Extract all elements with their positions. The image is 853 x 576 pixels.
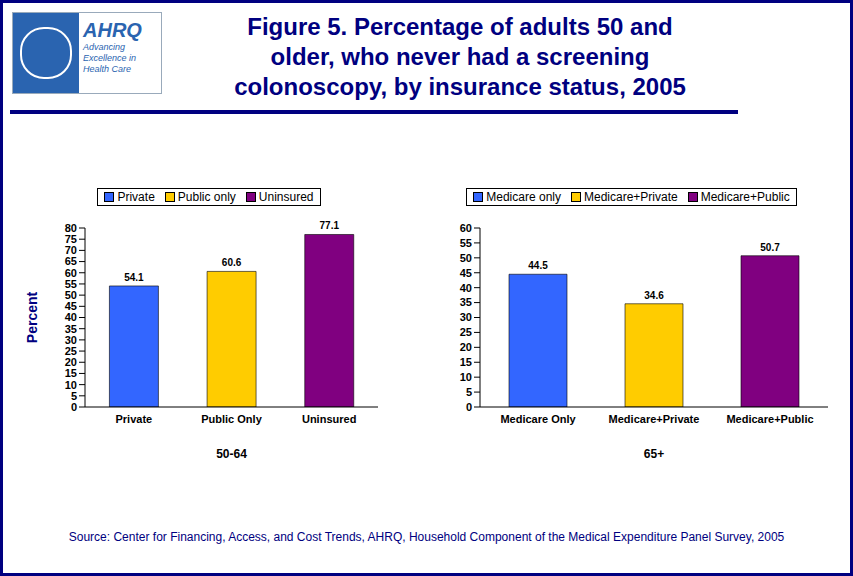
svg-text:20: 20 [460,341,472,353]
html-text:Medicare+Public: Medicare+Public [700,190,790,204]
svg-text:60.6: 60.6 [222,257,242,268]
svg-text:60: 60 [460,222,472,234]
svg-text:34.6: 34.6 [644,290,664,301]
svg-text:5: 5 [466,386,472,398]
html-text:AHRQ: AHRQ [83,19,142,41]
svg-text:Medicare+Public: Medicare+Public [726,413,813,425]
svg-text:0: 0 [71,401,77,413]
svg-text:44.5: 44.5 [528,260,548,271]
svg-text:50.7: 50.7 [760,242,780,253]
svg-text:54.1: 54.1 [124,272,144,283]
svg-text:0: 0 [466,401,472,413]
svg-text:45: 45 [65,300,77,312]
html-text:Figure 5. Percentage of adults: Figure 5. Percentage of adults 50 and ol… [234,13,686,100]
svg-text:77.1: 77.1 [320,220,340,231]
svg-text:Private: Private [115,413,152,425]
svg-text:25: 25 [460,326,472,338]
svg-text:75: 75 [65,233,77,245]
svg-text:Uninsured: Uninsured [302,413,356,425]
html-text:Medicare+Private: Medicare+Private [584,190,678,204]
html-text:Medicare only: Medicare only [486,190,561,204]
html-text:Source: Center for Financing,: Source: Center for Financing, Access, an… [68,530,785,544]
svg-text:5: 5 [71,390,77,402]
svg-text:55: 55 [460,237,472,249]
svg-text:50: 50 [460,252,472,264]
html-text:Excellence in: Excellence in [83,53,136,63]
html-text:Health Care: Health Care [83,64,131,74]
svg-text:55: 55 [65,278,77,290]
svg-text:Medicare+Private: Medicare+Private [609,413,700,425]
svg-text:30: 30 [65,334,77,346]
svg-text:80: 80 [65,222,77,234]
html-text:Advancing: Advancing [83,42,125,52]
svg-text:10: 10 [460,371,472,383]
svg-text:60: 60 [65,267,77,279]
html-text:Private: Private [117,190,155,204]
svg-text:25: 25 [65,345,77,357]
svg-text:65: 65 [65,255,77,267]
svg-text:Public Only: Public Only [201,413,262,425]
svg-text:35: 35 [65,323,77,335]
svg-text:15: 15 [460,356,472,368]
svg-text:70: 70 [65,244,77,256]
svg-text:40: 40 [65,311,77,323]
svg-text:10: 10 [65,379,77,391]
svg-text:15: 15 [65,367,77,379]
svg-text:Medicare Only: Medicare Only [500,413,576,425]
svg-text:45: 45 [460,267,472,279]
svg-text:50-64: 50-64 [216,447,247,461]
svg-text:50: 50 [65,289,77,301]
html-text:Uninsured: Uninsured [258,190,314,204]
svg-text:20: 20 [65,356,77,368]
html-text:Public only: Public only [177,190,236,204]
svg-text:40: 40 [460,282,472,294]
svg-text:35: 35 [460,296,472,308]
svg-text:30: 30 [460,311,472,323]
svg-text:65+: 65+ [644,447,664,461]
svg-text:Percent: Percent [24,291,40,343]
